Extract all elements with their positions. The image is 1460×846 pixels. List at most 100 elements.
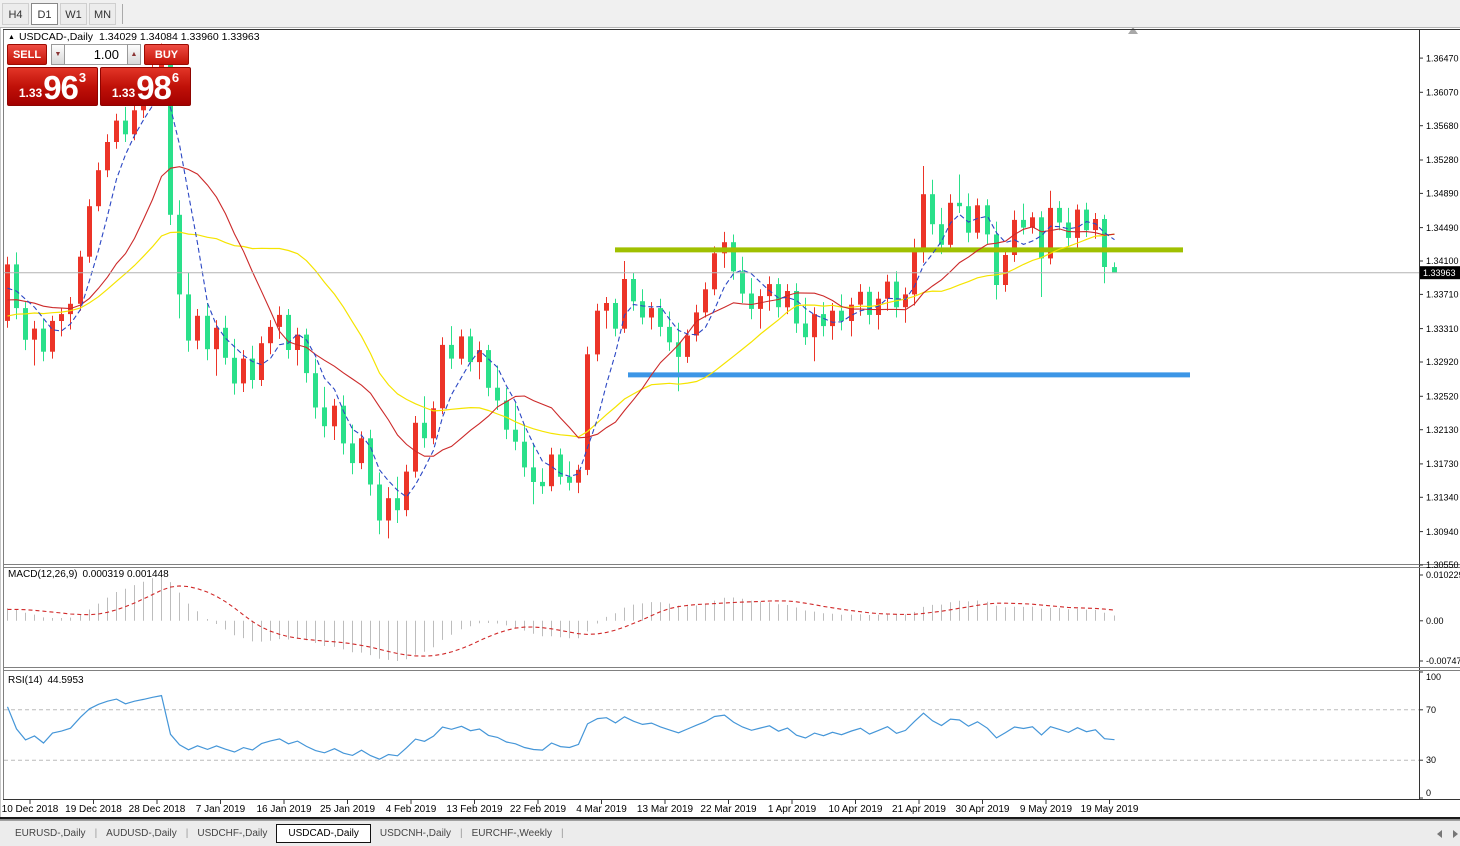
rsi-value: 44.5953 [47, 675, 84, 686]
svg-text:1.36470: 1.36470 [1426, 53, 1459, 63]
svg-text:1.30940: 1.30940 [1426, 527, 1459, 537]
svg-text:7 Jan 2019: 7 Jan 2019 [196, 804, 246, 815]
chart-title: ▲ USDCAD-,Daily 1.34029 1.34084 1.33960 1.… [8, 31, 260, 43]
date-axis[interactable]: 10 Dec 2018 19 Dec 2018 28 Dec 2018 7 Jan 2… [2, 799, 1139, 815]
volume-increase-button[interactable]: ▲ [127, 44, 141, 65]
timeframe-button-d1[interactable]: D1 [31, 2, 58, 25]
buy-price-base: 1.33 [111, 86, 136, 100]
rsi-indicator-label: RSI(14) 44.5953 [8, 675, 84, 686]
macd-pane[interactable]: 0.010229 0.00 -0.00747 [7, 570, 1460, 666]
chart-ohlc-values: 1.34029 1.34084 1.33960 1.33963 [99, 31, 260, 43]
svg-text:19 Dec 2018: 19 Dec 2018 [65, 804, 122, 815]
price-axis[interactable]: 1.368601.364701.360701.356801.352801.348… [1419, 20, 1460, 570]
rsi-line [6, 694, 1115, 760]
svg-text:19 May 2019: 19 May 2019 [1081, 804, 1139, 815]
tab-usdcad-daily[interactable]: USDCAD-,Daily [276, 823, 371, 843]
svg-text:1.35680: 1.35680 [1426, 121, 1459, 131]
svg-text:-0.00747: -0.00747 [1426, 656, 1460, 666]
svg-text:100: 100 [1426, 672, 1441, 682]
ma-fast-line [7, 90, 1115, 498]
macd-indicator-label: MACD(12,26,9) 0.000319 0.001448 [8, 569, 169, 580]
svg-text:1.34490: 1.34490 [1426, 223, 1459, 233]
buy-button[interactable]: BUY [144, 44, 189, 65]
rsi-name: RSI(14) [8, 675, 43, 686]
svg-text:13 Mar 2019: 13 Mar 2019 [637, 804, 694, 815]
tabs-scroll-left-icon[interactable] [1437, 830, 1442, 838]
svg-text:1.30550: 1.30550 [1426, 560, 1459, 570]
macd-signal-line [7, 585, 1115, 657]
candlestick-layer [5, 43, 1117, 539]
pane-borders [0, 28, 1460, 820]
svg-text:1.33710: 1.33710 [1426, 290, 1459, 300]
tab-divider: | [185, 828, 189, 839]
svg-text:1.31730: 1.31730 [1426, 459, 1459, 469]
svg-text:4 Feb 2019: 4 Feb 2019 [386, 804, 437, 815]
sell-price-panel[interactable]: 1.33 96 3 [7, 67, 98, 106]
svg-text:1.32520: 1.32520 [1426, 392, 1459, 402]
svg-text:16 Jan 2019: 16 Jan 2019 [256, 804, 311, 815]
timeframe-button-h4[interactable]: H4 [2, 2, 29, 25]
tab-eurchf-weekly[interactable]: EURCHF-,Weekly [471, 828, 553, 839]
svg-text:28 Dec 2018: 28 Dec 2018 [129, 804, 186, 815]
svg-text:70: 70 [1426, 705, 1436, 715]
current-price-badge [1420, 266, 1460, 280]
svg-text:1.32920: 1.32920 [1426, 357, 1459, 367]
buy-price-panel[interactable]: 1.33 98 6 [100, 67, 191, 106]
svg-text:1.34890: 1.34890 [1426, 189, 1459, 199]
svg-text:10 Apr 2019: 10 Apr 2019 [829, 804, 883, 815]
svg-text:1.33963: 1.33963 [1423, 268, 1456, 278]
macd-values: 0.000319 0.001448 [82, 569, 169, 580]
rsi-pane[interactable]: 100 70 30 0 [4, 671, 1441, 799]
sell-price-big: 96 [43, 68, 79, 106]
svg-text:9 May 2019: 9 May 2019 [1020, 804, 1073, 815]
svg-text:10 Dec 2018: 10 Dec 2018 [2, 804, 59, 815]
tab-usdcnh-daily[interactable]: USDCNH-,Daily [379, 828, 452, 839]
svg-text:0.010229: 0.010229 [1426, 570, 1460, 580]
rsi-axis: 100 70 30 0 [1419, 671, 1441, 799]
chart-shift-marker-icon[interactable] [1128, 27, 1138, 34]
svg-text:22 Feb 2019: 22 Feb 2019 [510, 804, 567, 815]
sell-button[interactable]: SELL [7, 44, 47, 65]
macd-name: MACD(12,26,9) [8, 569, 78, 580]
svg-text:22 Mar 2019: 22 Mar 2019 [700, 804, 757, 815]
svg-text:1 Apr 2019: 1 Apr 2019 [768, 804, 817, 815]
svg-text:25 Jan 2019: 25 Jan 2019 [320, 804, 375, 815]
svg-text:21 Apr 2019: 21 Apr 2019 [892, 804, 946, 815]
tab-audusd-daily[interactable]: AUDUSD-,Daily [106, 828, 177, 839]
macd-histogram [7, 575, 1115, 661]
tab-usdchf-daily[interactable]: USDCHF-,Daily [197, 828, 268, 839]
symbol-tabs: EURUSD-,Daily | AUDUSD-,Daily | USDCHF-,Dail… [6, 823, 564, 843]
symbol-tab-bar: EURUSD-,Daily | AUDUSD-,Daily | USDCHF-,Dail… [0, 820, 1460, 846]
macd-axis: 0.010229 0.00 -0.00747 [1419, 570, 1460, 666]
collapse-triangle-icon: ▲ [8, 34, 15, 41]
toolbar-separator [122, 3, 123, 24]
svg-text:30 Apr 2019: 30 Apr 2019 [956, 804, 1010, 815]
chart-background [0, 28, 1460, 818]
tab-divider: | [460, 828, 463, 839]
svg-text:0.00: 0.00 [1426, 616, 1444, 626]
ma-mid-line [7, 166, 1115, 457]
volume-input[interactable] [65, 44, 127, 65]
svg-text:1.31340: 1.31340 [1426, 493, 1459, 503]
timeframe-button-w1[interactable]: W1 [60, 2, 87, 25]
volume-decrease-button[interactable]: ▼ [51, 44, 65, 65]
tab-eurusd-daily[interactable]: EURUSD-,Daily [15, 828, 86, 839]
svg-text:1.34100: 1.34100 [1426, 256, 1459, 266]
svg-text:0: 0 [1426, 788, 1431, 798]
svg-text:1.35280: 1.35280 [1426, 155, 1459, 165]
svg-text:13 Feb 2019: 13 Feb 2019 [446, 804, 503, 815]
svg-text:1.32130: 1.32130 [1426, 425, 1459, 435]
ma-slow-line [7, 231, 1115, 438]
tabs-scroll-right-icon[interactable] [1453, 830, 1458, 838]
buy-price-big: 98 [136, 68, 172, 106]
tab-divider: | [94, 828, 98, 839]
buy-price-sup: 6 [171, 70, 180, 85]
svg-text:1.36070: 1.36070 [1426, 88, 1459, 98]
timeframe-toolbar: H4 D1 W1 MN [0, 0, 1460, 28]
tab-divider: | [561, 828, 564, 839]
svg-text:30: 30 [1426, 755, 1436, 765]
timeframe-button-mn[interactable]: MN [89, 2, 116, 25]
